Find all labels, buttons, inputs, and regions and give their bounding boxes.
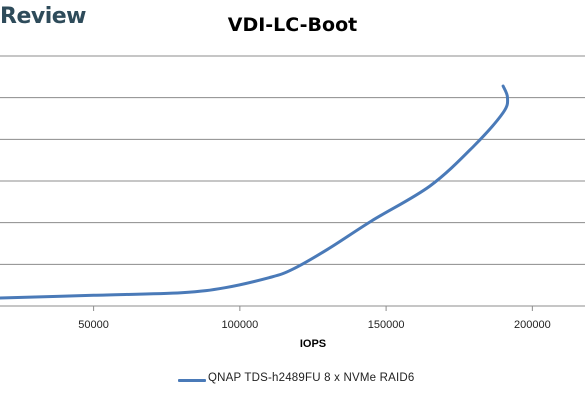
series-group — [0, 84, 510, 300]
series-line — [0, 84, 510, 300]
x-axis-title: IOPS — [300, 338, 326, 350]
x-axis-ticks: 50000 100000 150000 200000 — [78, 306, 551, 331]
x-tick-label: 200000 — [514, 319, 551, 331]
gridlines — [0, 55, 585, 307]
legend: QNAP TDS-h2489FU 8 x NVMe RAID6 — [0, 372, 585, 388]
x-tick-label: 150000 — [368, 319, 405, 331]
chart-title: VDI-LC-Boot — [227, 14, 358, 36]
site-logo: Review — [0, 4, 87, 29]
x-tick-label: 100000 — [221, 319, 258, 331]
legend-label: QNAP TDS-h2489FU 8 x NVMe RAID6 — [208, 372, 415, 384]
x-tick-label: 50000 — [78, 319, 109, 331]
legend-swatch — [178, 379, 206, 382]
